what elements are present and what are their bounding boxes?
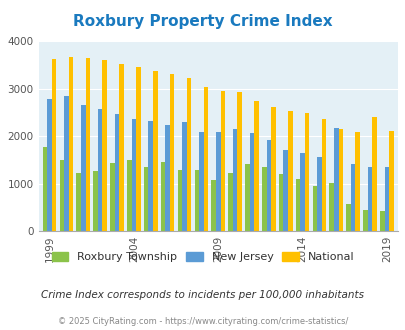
- Bar: [52, 59, 56, 231]
- Bar: [110, 163, 115, 231]
- Bar: [64, 96, 68, 231]
- Bar: [186, 78, 191, 231]
- Bar: [169, 74, 174, 231]
- Bar: [266, 140, 271, 231]
- Bar: [102, 60, 107, 231]
- Bar: [203, 87, 208, 231]
- Bar: [131, 119, 136, 231]
- Bar: [60, 160, 64, 231]
- Bar: [249, 133, 254, 231]
- Bar: [198, 132, 203, 231]
- Bar: [228, 173, 232, 231]
- Bar: [93, 171, 98, 231]
- Bar: [194, 170, 198, 231]
- Text: Roxbury Property Crime Index: Roxbury Property Crime Index: [73, 14, 332, 29]
- Bar: [388, 131, 393, 231]
- Bar: [68, 57, 73, 231]
- Bar: [165, 125, 169, 231]
- Bar: [119, 64, 124, 231]
- Bar: [81, 105, 85, 231]
- Bar: [316, 156, 321, 231]
- Bar: [295, 179, 300, 231]
- Bar: [148, 121, 153, 231]
- Text: © 2025 CityRating.com - https://www.cityrating.com/crime-statistics/: © 2025 CityRating.com - https://www.city…: [58, 317, 347, 326]
- Bar: [232, 129, 237, 231]
- Bar: [333, 128, 338, 231]
- Bar: [98, 109, 102, 231]
- Bar: [261, 167, 266, 231]
- Bar: [182, 122, 186, 231]
- Bar: [355, 132, 359, 231]
- Bar: [43, 147, 47, 231]
- Bar: [350, 164, 355, 231]
- Bar: [127, 160, 131, 231]
- Bar: [304, 114, 309, 231]
- Bar: [367, 167, 371, 231]
- Text: Crime Index corresponds to incidents per 100,000 inhabitants: Crime Index corresponds to incidents per…: [41, 290, 364, 300]
- Legend: Roxbury Township, New Jersey, National: Roxbury Township, New Jersey, National: [47, 248, 358, 267]
- Bar: [278, 174, 283, 231]
- Bar: [76, 173, 81, 231]
- Bar: [362, 210, 367, 231]
- Bar: [287, 112, 292, 231]
- Bar: [371, 117, 376, 231]
- Bar: [379, 211, 384, 231]
- Bar: [345, 204, 350, 231]
- Bar: [115, 114, 119, 231]
- Bar: [321, 118, 326, 231]
- Bar: [245, 164, 249, 231]
- Bar: [160, 162, 165, 231]
- Bar: [177, 170, 182, 231]
- Bar: [384, 167, 388, 231]
- Bar: [338, 129, 342, 231]
- Bar: [136, 67, 141, 231]
- Bar: [220, 91, 224, 231]
- Bar: [85, 58, 90, 231]
- Bar: [271, 107, 275, 231]
- Bar: [300, 153, 304, 231]
- Bar: [215, 132, 220, 231]
- Bar: [329, 182, 333, 231]
- Bar: [254, 101, 258, 231]
- Bar: [283, 150, 287, 231]
- Bar: [237, 92, 241, 231]
- Bar: [143, 167, 148, 231]
- Bar: [47, 99, 52, 231]
- Bar: [153, 71, 157, 231]
- Bar: [211, 180, 215, 231]
- Bar: [312, 186, 316, 231]
